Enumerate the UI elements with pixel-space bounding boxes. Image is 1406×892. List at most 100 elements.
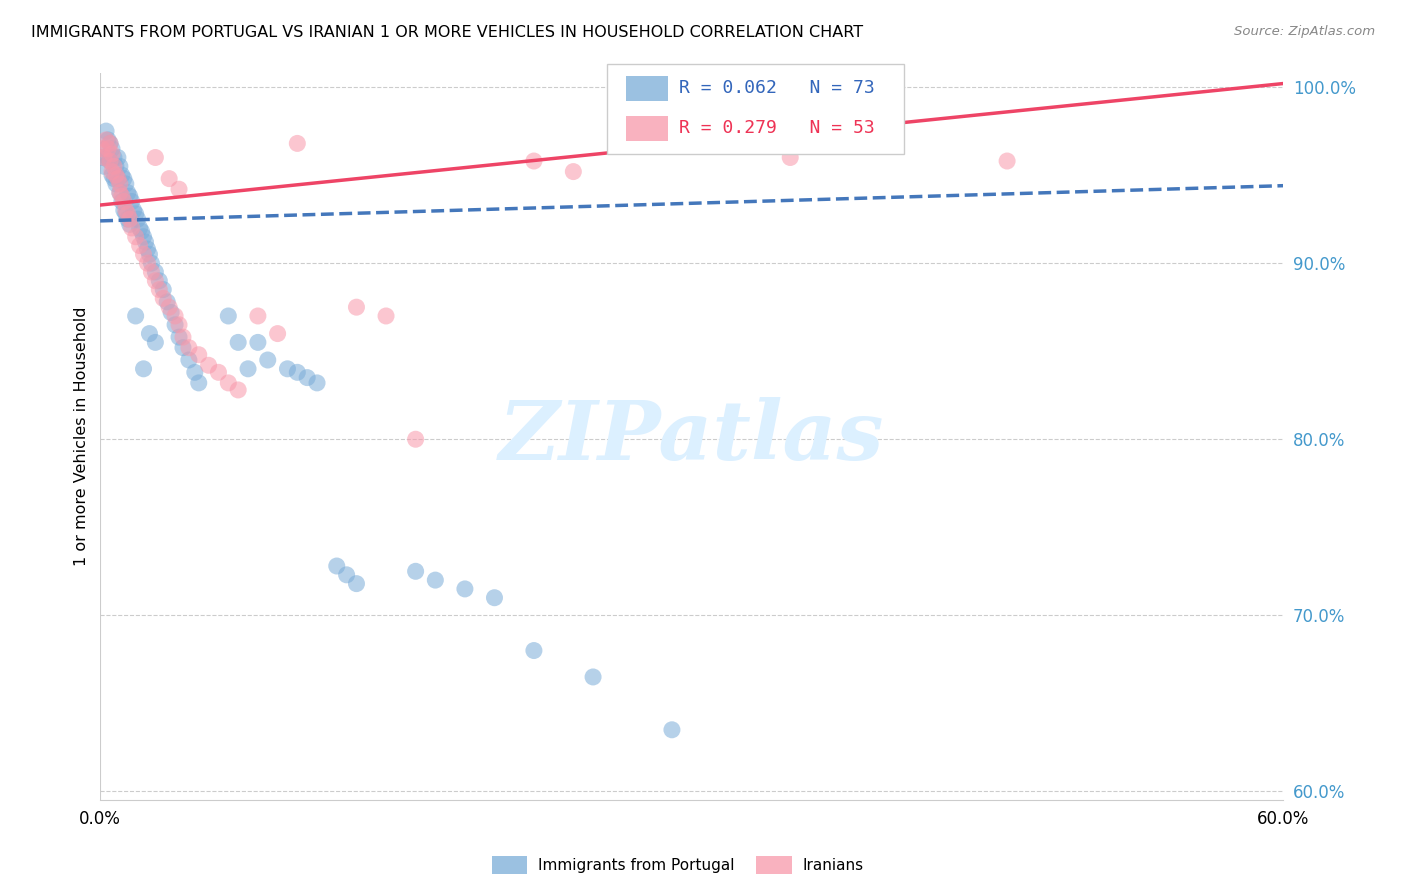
Point (157, 171, 180, 186)
Point (167, 182, 190, 196)
Point (136, 242, 159, 256)
Point (118, 218, 141, 232)
Point (172, 341, 194, 355)
Point (877, 133, 900, 147)
Point (91, 142, 114, 156)
Point (98, 136, 121, 151)
Point (177, 353, 200, 368)
Point (246, 309, 269, 323)
Point (101, 164, 124, 178)
Point (103, 151, 125, 165)
Point (121, 221, 143, 235)
Point (108, 177, 131, 191)
Point (160, 305, 183, 319)
Point (101, 142, 124, 156)
Point (93, 151, 115, 165)
Point (157, 300, 180, 314)
Point (246, 335, 269, 350)
Point (405, 432, 427, 446)
Text: Source: ZipAtlas.com: Source: ZipAtlas.com (1234, 25, 1375, 38)
Point (454, 582, 477, 596)
Point (121, 194, 143, 209)
Point (217, 376, 239, 390)
Point (326, 559, 349, 574)
Point (484, 591, 506, 605)
Point (226, 335, 249, 350)
Point (779, 151, 801, 165)
Point (562, 164, 585, 178)
Point (226, 383, 249, 397)
Point (187, 376, 209, 390)
Point (425, 573, 447, 587)
Point (104, 177, 127, 191)
Point (197, 359, 219, 373)
Point (145, 274, 167, 288)
Point (184, 365, 207, 379)
Point (236, 361, 259, 376)
Point (98, 154, 121, 169)
Point (152, 283, 174, 297)
Point (108, 159, 131, 173)
Point (117, 186, 139, 200)
Point (128, 221, 150, 235)
Point (91, 151, 114, 165)
Point (108, 186, 131, 200)
Point (111, 189, 134, 203)
Point (112, 203, 135, 218)
Point (114, 177, 136, 191)
Point (103, 159, 125, 173)
Text: Iranians: Iranians (803, 858, 863, 872)
Point (97, 133, 120, 147)
Point (285, 365, 308, 379)
Point (97, 151, 120, 165)
Point (148, 274, 170, 288)
Text: ZIPatlas: ZIPatlas (499, 397, 884, 476)
Point (276, 361, 298, 376)
Point (94, 142, 117, 156)
Point (405, 564, 427, 578)
Point (124, 207, 146, 221)
Point (124, 309, 146, 323)
Point (346, 576, 368, 591)
Point (336, 567, 359, 582)
Point (111, 168, 134, 182)
Text: R = 0.062   N = 73: R = 0.062 N = 73 (679, 79, 875, 97)
Point (346, 300, 368, 314)
Point (285, 136, 308, 151)
Point (114, 207, 136, 221)
Point (305, 376, 328, 390)
Point (128, 238, 150, 252)
Point (165, 309, 187, 323)
Point (145, 151, 167, 165)
Point (98, 136, 121, 151)
Point (165, 318, 187, 332)
Point (141, 256, 163, 270)
Point (136, 256, 159, 270)
Point (101, 147, 124, 161)
Point (131, 224, 153, 238)
Point (124, 229, 146, 244)
Point (98, 154, 121, 169)
Point (112, 194, 135, 209)
Point (156, 294, 179, 309)
Point (995, 154, 1018, 169)
Point (523, 643, 546, 657)
Point (114, 203, 136, 218)
Point (138, 326, 160, 341)
Point (94, 133, 117, 147)
Point (256, 353, 278, 368)
Point (97, 142, 120, 156)
Point (217, 309, 239, 323)
Text: R = 0.279   N = 53: R = 0.279 N = 53 (679, 120, 875, 137)
Point (94, 124, 117, 138)
Point (132, 361, 155, 376)
Point (101, 168, 124, 182)
Point (107, 171, 129, 186)
Point (107, 151, 129, 165)
Point (582, 670, 605, 684)
Point (295, 370, 318, 384)
Point (148, 283, 170, 297)
Point (177, 341, 200, 355)
Point (132, 247, 155, 261)
Point (118, 189, 141, 203)
